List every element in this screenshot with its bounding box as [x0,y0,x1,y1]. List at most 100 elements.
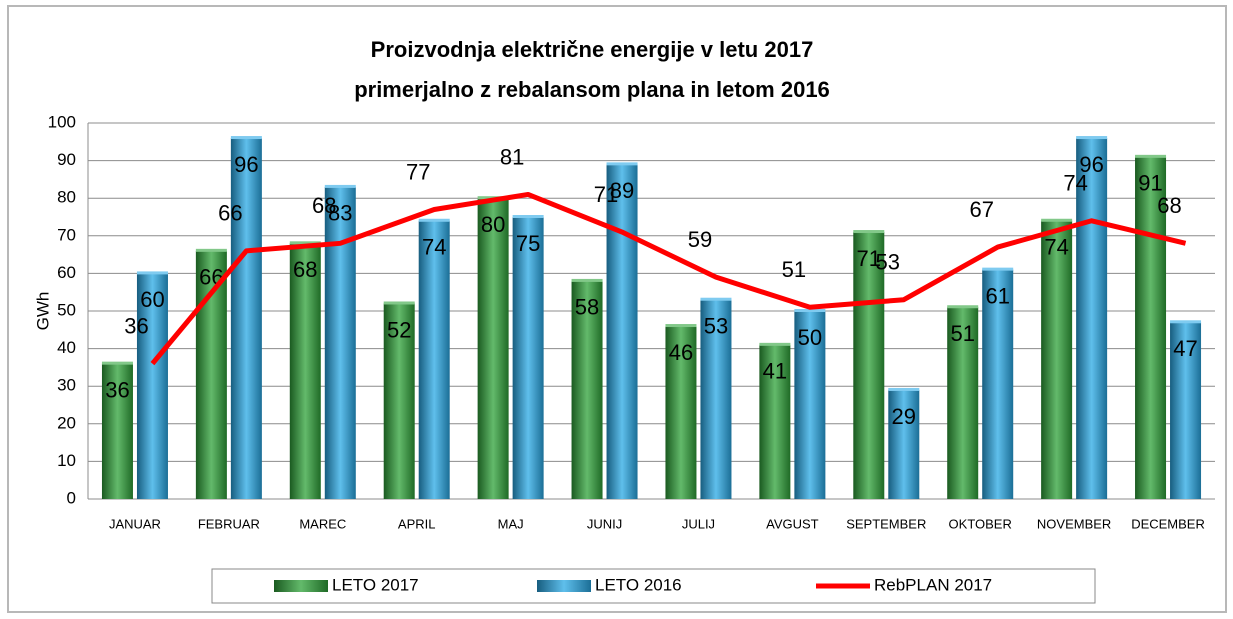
legend-swatch [537,580,591,592]
data-label: 29 [892,404,916,429]
data-label: 96 [234,152,258,177]
bar [1041,220,1073,499]
bar [1076,138,1108,500]
data-label: 74 [1063,171,1087,196]
data-label: 83 [328,201,352,226]
y-tick-label: 0 [67,488,76,507]
bar-top [888,387,920,391]
data-label: 58 [575,295,599,320]
bar-top [759,342,791,346]
bar-top [1041,218,1073,222]
data-label: 68 [312,193,336,218]
x-tick-label: SEPTEMBER [846,516,926,531]
legend-label: LETO 2016 [595,575,682,594]
bar [383,303,415,499]
bar [101,363,133,499]
x-tick-label: JANUAR [109,516,161,531]
data-label: 91 [1138,171,1162,196]
bar-top [794,309,826,312]
bar-top [665,324,697,328]
data-label: 81 [500,144,524,169]
data-label: 66 [218,201,242,226]
x-tick-label: OKTOBER [949,516,1012,531]
bar [947,307,979,499]
x-tick-label: JULIJ [682,516,715,531]
x-tick-label: FEBRUAR [198,516,260,531]
bar [888,389,920,499]
data-label: 46 [669,340,693,365]
bar [700,299,732,499]
bar-top [324,184,356,188]
bar [1170,322,1202,499]
data-label: 80 [481,212,505,237]
line [150,191,1187,366]
data-label: 74 [1044,235,1068,260]
y-tick-label: 60 [57,263,76,282]
data-label: 36 [105,377,129,402]
y-tick-label: 40 [57,338,76,357]
legend-label: RebPLAN 2017 [874,575,992,594]
y-tick-label: 70 [57,225,76,244]
x-tick-label: NOVEMBER [1037,516,1111,531]
bar-top [383,301,415,305]
y-tick-label: 30 [57,376,76,395]
x-tick-label: DECEMBER [1131,516,1205,531]
data-label: 52 [387,317,411,342]
data-label: 61 [985,283,1009,308]
bar [324,186,356,500]
data-label: 71 [594,182,618,207]
y-tick-label: 10 [57,451,76,470]
data-label: 67 [969,197,993,222]
bar [1135,156,1167,499]
bar [477,198,509,499]
data-label: 47 [1173,336,1197,361]
legend-swatch [274,580,328,592]
y-tick-label: 100 [48,112,76,131]
data-label: 96 [1079,152,1103,177]
data-label: 51 [782,257,806,282]
bar [794,311,826,499]
x-tick-label: JUNIJ [587,516,622,531]
bar [289,243,321,499]
bar-top [1135,154,1167,158]
data-label: 89 [610,178,634,203]
bar-top [195,248,227,252]
bar [136,273,168,499]
y-tick-label: 90 [57,150,76,169]
chart-subtitle: primerjalno z rebalansom plana in letom … [354,77,830,102]
x-tick-label: MAREC [299,516,346,531]
x-tick-label: MAJ [498,516,524,531]
chart-title: Proizvodnja električne energije v letu 2… [371,37,814,62]
bar-top [947,305,979,309]
data-label: 41 [763,359,787,384]
data-label: 77 [406,159,430,184]
data-label: 36 [124,313,148,338]
bar [759,344,791,499]
bar-top [101,361,133,365]
bar-top [1170,320,1202,324]
bar [606,164,638,500]
legend-label: LETO 2017 [332,575,419,594]
y-axis-label: GWh [33,292,52,331]
bar-top [700,297,732,301]
data-label: 53 [876,250,900,275]
bar-top [1076,136,1108,140]
bar-top [136,271,168,275]
data-label: 68 [1157,193,1181,218]
bar-top [289,241,321,245]
data-label: 74 [422,235,446,260]
bar-top [853,230,885,234]
bar-top [606,162,638,166]
bar [571,280,603,499]
y-tick-label: 20 [57,413,76,432]
y-tick-label: 80 [57,188,76,207]
bar [853,232,885,500]
data-label: 60 [140,287,164,312]
data-label: 50 [798,325,822,350]
legend [211,568,1096,604]
bar [982,269,1014,499]
bar-top [571,278,603,282]
bar [418,220,450,499]
bar-top [982,267,1014,271]
bar-top [512,215,544,218]
